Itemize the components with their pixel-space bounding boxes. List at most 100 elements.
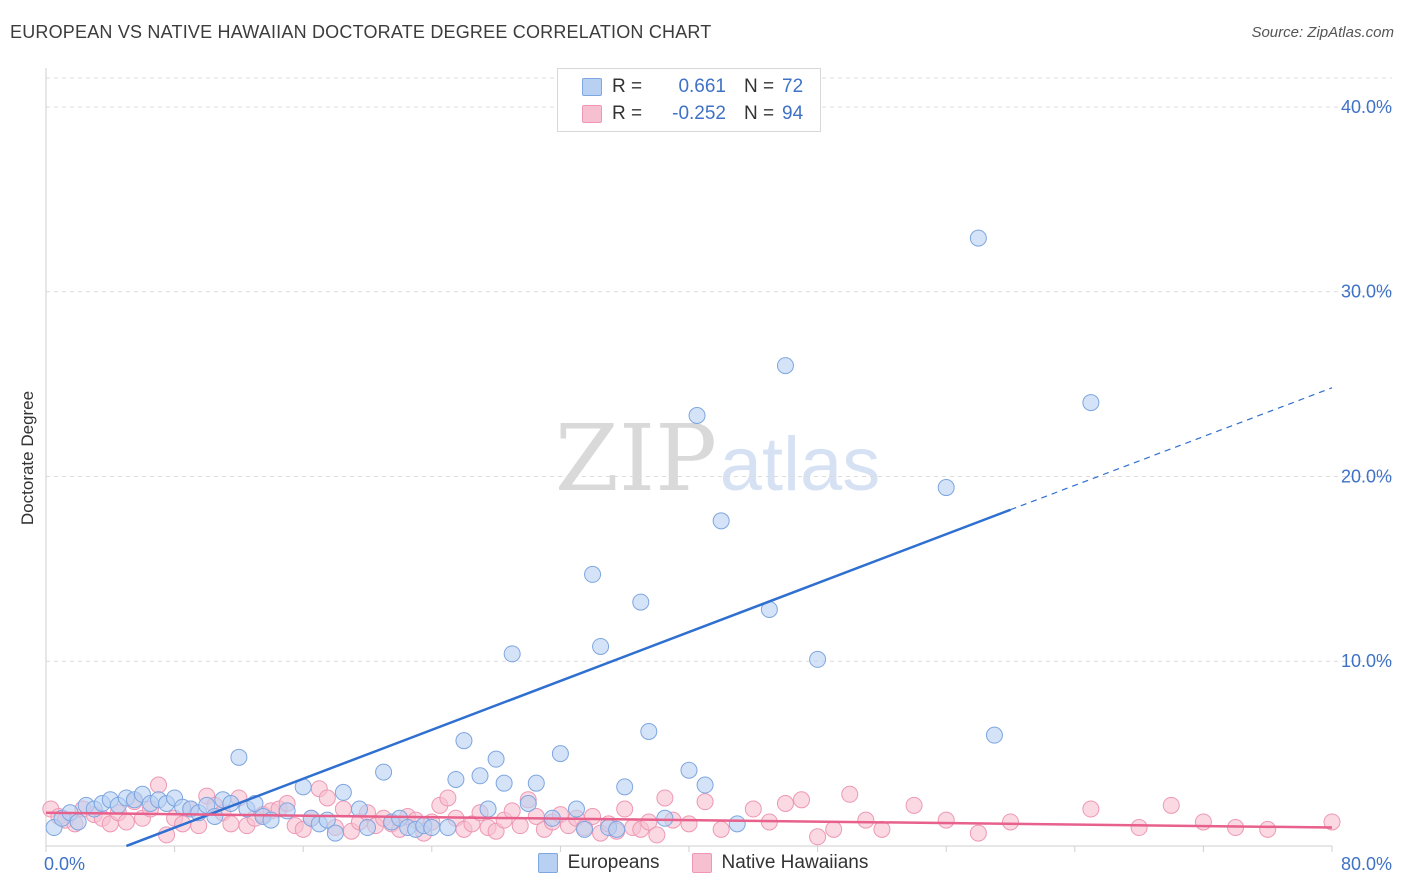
europeans-point [728,815,746,833]
europeans-point [937,479,955,497]
watermark-zip: ZIP [555,405,717,512]
hawaiians-point [680,815,698,833]
europeans-point [375,763,393,781]
r-label: R = [612,76,643,97]
europeans-point [334,783,352,801]
europeans-point [632,593,650,611]
europeans-point [592,637,610,655]
r-value: -0.252 [672,103,726,124]
hawaiians-point [825,820,843,838]
hawaiians-legend-label: Native Hawaiians [721,852,869,873]
y-tick-label: 30.0% [1341,282,1392,302]
europeans-point [471,767,489,785]
europeans-point [985,726,1003,744]
hawaiians-point [1162,796,1180,814]
europeans-point [551,745,569,763]
hawaiians-point [1002,813,1019,831]
hawaiians-point [809,828,827,846]
hawaiians-point [937,811,955,829]
hawaiians-point [1259,820,1277,838]
hawaiians-point [117,813,135,831]
hawaiians-point [793,791,811,809]
europeans-point [567,800,585,818]
legend-item-hawaiians: Native Hawaiians [691,852,869,874]
europeans-point [503,645,521,663]
n-value: 72 [782,76,804,97]
hawaiians-point [616,800,634,818]
y-tick-label: 10.0% [1341,651,1392,671]
hawaiians-point [439,789,457,807]
y-axis-label: Doctorate Degree [18,391,37,525]
europeans-trend-extension [1010,387,1333,511]
hawaiians-point [776,795,794,813]
hawaiians-point [511,817,529,835]
hawaiians-point [1082,800,1100,818]
europeans-point [616,778,634,796]
hawaiians-point [1194,813,1212,831]
hawaiians-legend-swatch [691,853,712,873]
europeans-point [230,748,248,766]
hawaiians-swatch [582,105,602,123]
hawaiians-point [969,824,987,842]
hawaiians-point [584,807,602,825]
europeans-point [69,813,87,831]
n-label: N = [744,103,775,124]
europeans-legend-swatch [537,853,558,873]
europeans-trend-line [125,508,1011,848]
y-tick-label: 20.0% [1341,466,1392,486]
europeans-point [696,776,714,794]
hawaiians-point [150,776,168,794]
hawaiians-point [318,789,336,807]
chart-title: EUROPEAN VS NATIVE HAWAIIAN DOCTORATE DE… [10,22,712,42]
europeans-point [519,795,537,813]
r-label: R = [612,103,643,124]
x-tick-label: 80.0% [1341,854,1392,874]
europeans-point [359,819,376,837]
europeans-point [495,774,513,792]
europeans-point [656,809,674,827]
europeans-point [326,824,344,842]
europeans-point [688,407,706,425]
europeans-point [680,761,698,779]
europeans-point [576,820,594,838]
x-tick-label: 0.0% [44,854,85,874]
europeans-point [423,819,441,837]
legend-row-hawaiians: R = -0.252 N = 94 [582,102,803,126]
europeans-point [1082,394,1100,412]
hawaiians-point [857,811,875,829]
hawaiians-point [656,789,674,807]
europeans-point [479,800,497,818]
hawaiians-point [1130,819,1148,837]
europeans-point [455,732,473,750]
series-legend: Europeans Native Hawaiians [0,852,1406,874]
watermark-atlas: atlas [720,422,881,507]
europeans-point [439,819,457,837]
europeans-point [350,800,368,818]
hawaiians-point [744,800,762,818]
hawaiians-point [1323,813,1341,831]
source-label: Source: ZipAtlas.com [1251,24,1394,41]
hawaiians-point [640,813,658,831]
europeans-point [487,750,505,768]
europeans-point [608,820,626,838]
y-tick-label: 40.0% [1341,97,1392,117]
hawaiians-point [905,796,923,814]
hawaiians-point [873,820,891,838]
legend-item-europeans: Europeans [537,852,660,874]
hawaiians-point [696,793,714,811]
europeans-point [809,650,827,668]
correlation-legend: R = 0.661 N = 72 R = -0.252 N = 94 [557,68,821,132]
hawaiians-point [503,802,521,820]
europeans-point [527,774,545,792]
hawaiians-point [712,820,730,838]
n-value: 94 [782,103,804,124]
r-value: 0.661 [678,76,726,97]
europeans-point [776,357,794,375]
hawaiians-trend-line [45,811,1333,829]
europeans-point [584,565,602,583]
europeans-legend-label: Europeans [567,852,660,873]
europeans-point [712,512,730,530]
europeans-point [969,229,987,247]
n-label: N = [744,76,775,97]
